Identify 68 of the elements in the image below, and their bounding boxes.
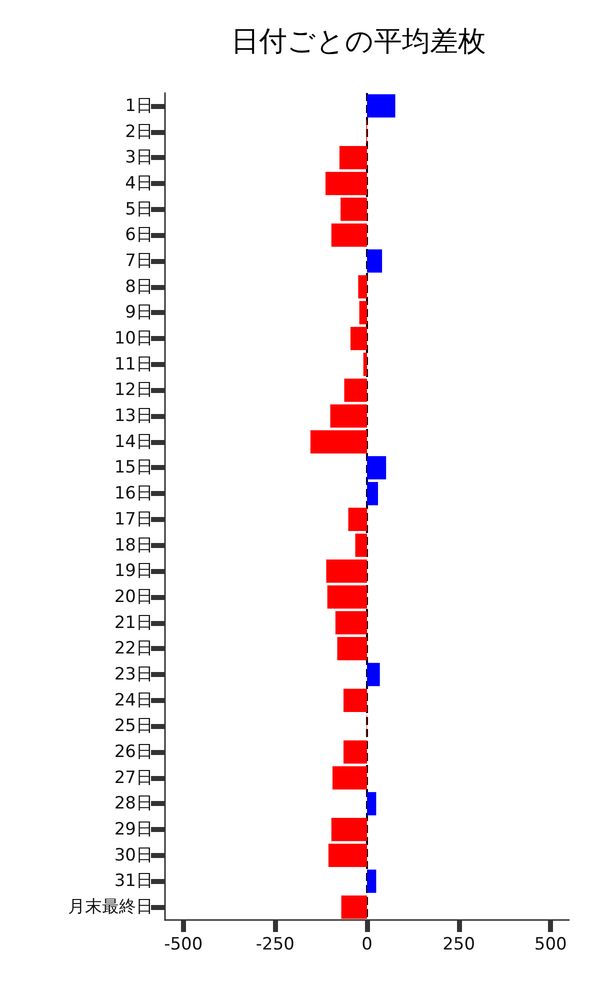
bar	[363, 352, 367, 376]
y-tick-label: 7日	[125, 250, 153, 271]
x-tick-label: 500	[534, 934, 567, 954]
y-tick-label: 25日	[114, 716, 153, 736]
y-tick-label: 5日	[125, 199, 153, 220]
bar	[331, 818, 367, 842]
bar	[343, 740, 367, 764]
bar	[310, 430, 367, 454]
y-tick-label: 15日	[114, 458, 153, 478]
bar	[332, 766, 367, 790]
bar	[355, 534, 367, 557]
y-tick-label: 23日	[114, 664, 153, 684]
y-tick-label: 24日	[114, 690, 153, 710]
bar	[367, 792, 376, 816]
bar	[367, 662, 380, 686]
y-tick-label: 1日	[125, 96, 153, 116]
bar	[339, 146, 367, 170]
y-tick-label: 26日	[114, 742, 153, 762]
bar	[367, 870, 376, 893]
y-tick-label: 19日	[114, 561, 153, 582]
y-tick-label: 月末最終日	[68, 897, 153, 918]
y-tick-label: 16日	[114, 484, 153, 504]
y-tick-label: 13日	[114, 406, 153, 426]
y-tick-label: 4日	[125, 173, 153, 194]
y-tick-label: 10日	[114, 328, 153, 349]
bar	[358, 275, 367, 298]
y-tick-label: 27日	[114, 768, 153, 788]
bar	[328, 844, 367, 868]
y-tick-label: 9日	[125, 302, 153, 323]
bar	[344, 378, 367, 402]
y-tick-label: 30日	[114, 845, 153, 866]
bar	[341, 895, 367, 919]
bar	[367, 482, 378, 506]
bar	[350, 326, 367, 350]
y-tick-label: 17日	[114, 509, 153, 530]
y-tick-label: 3日	[125, 148, 153, 168]
bar	[337, 637, 367, 660]
bar	[327, 585, 367, 609]
y-tick-label: 28日	[114, 794, 153, 814]
bar	[348, 508, 367, 532]
bar	[326, 559, 367, 583]
bar	[343, 688, 367, 712]
bar	[367, 249, 382, 273]
y-tick-label: 11日	[114, 354, 153, 374]
y-tick-label: 29日	[114, 820, 153, 840]
x-tick-label: -500	[164, 934, 203, 954]
bar	[331, 224, 367, 247]
x-tick-label: 250	[442, 934, 476, 954]
y-tick-label: 20日	[114, 586, 153, 607]
bar	[335, 611, 367, 634]
bar	[359, 301, 367, 324]
x-tick-label: -250	[256, 934, 294, 954]
y-tick-label: 31日	[114, 871, 153, 892]
bar	[367, 456, 386, 480]
y-tick-label: 6日	[125, 225, 153, 246]
y-tick-label: 14日	[114, 432, 153, 452]
y-tick-label: 22日	[114, 638, 153, 659]
bar	[340, 198, 367, 221]
bar	[326, 172, 367, 196]
bar	[367, 94, 396, 118]
y-tick-label: 8日	[125, 276, 153, 297]
x-tick-label: 0	[362, 934, 372, 954]
y-tick-label: 18日	[114, 535, 153, 556]
chart-title: 日付ごとの平均差枚	[231, 24, 486, 58]
bar	[330, 404, 367, 428]
y-tick-label: 12日	[114, 380, 153, 400]
y-tick-label: 21日	[114, 612, 153, 633]
y-tick-label: 2日	[125, 122, 153, 142]
